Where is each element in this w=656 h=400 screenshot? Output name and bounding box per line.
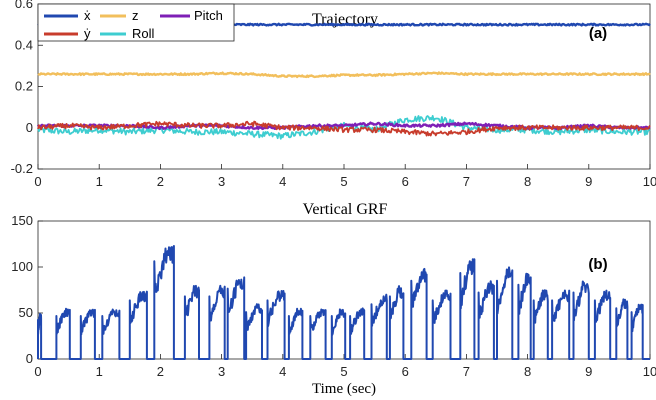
grf-panel-label: (b)	[588, 256, 607, 273]
grf-x-tick-label: 3	[218, 364, 225, 379]
trajectory-y-ticks: -0.2 0 0.2 0.4 0.6	[11, 0, 43, 176]
trajectory-line-3	[37, 71, 651, 79]
legend-label-pitch: Pitch	[194, 8, 223, 23]
grf-y-tick-label: 100	[11, 259, 33, 274]
trajectory-y-tick-label: 0.4	[15, 37, 33, 52]
grf-x-axis-label: Time (sec)	[312, 381, 376, 397]
legend-label-xdot: ẋ	[84, 8, 91, 23]
grf-x-tick-label: 0	[34, 364, 41, 379]
grf-x-tick-label: 7	[463, 364, 470, 379]
grf-x-tick-label: 4	[279, 364, 286, 379]
trajectory-x-tick-label: 2	[157, 174, 164, 189]
trajectory-x-tick-label: 8	[524, 174, 531, 189]
trajectory-line-4	[37, 115, 651, 140]
grf-series	[37, 245, 650, 360]
trajectory-x-tick-label: 5	[340, 174, 347, 189]
trajectory-x-tick-label: 3	[218, 174, 225, 189]
trajectory-y-tick-label: 0.6	[15, 0, 33, 11]
trajectory-x-tick-label: 1	[96, 174, 103, 189]
trajectory-x-tick-label: 4	[279, 174, 286, 189]
grf-y-tick-label: 0	[26, 351, 33, 366]
trajectory-x-tick-label: 0	[34, 174, 41, 189]
grf-x-tick-label: 5	[340, 364, 347, 379]
trajectory-x-ticks: 0 1 2 3 4 5 6 7 8 9 10	[34, 164, 656, 189]
grf-x-ticks: 0 1 2 3 4 5 6 7 8 9 10	[34, 354, 656, 379]
grf-line	[37, 245, 650, 360]
trajectory-y-tick-label: -0.2	[11, 161, 33, 176]
legend-label-roll: Roll	[132, 26, 155, 41]
grf-x-tick-label: 9	[585, 364, 592, 379]
grf-x-tick-label: 1	[96, 364, 103, 379]
trajectory-y-tick-label: 0.2	[15, 79, 33, 94]
grf-x-tick-label: 8	[524, 364, 531, 379]
grf-y-ticks: 0 50 100 150	[11, 213, 43, 366]
grf-x-tick-label: 6	[402, 364, 409, 379]
trajectory-legend: ẋ z Pitch ẏ Roll	[37, 3, 235, 42]
legend-label-ydot: ẏ	[84, 26, 91, 41]
trajectory-x-tick-label: 6	[402, 174, 409, 189]
trajectory-x-tick-label: 9	[585, 174, 592, 189]
grf-title: Vertical GRF	[303, 201, 388, 218]
trajectory-line-2	[37, 120, 651, 137]
grf-x-tick-label: 10	[643, 364, 656, 379]
legend-label-z: z	[132, 8, 139, 23]
trajectory-x-tick-label: 10	[643, 174, 656, 189]
grf-y-tick-label: 50	[19, 305, 33, 320]
grf-x-tick-label: 2	[157, 364, 164, 379]
grf-y-tick-label: 150	[11, 213, 33, 228]
trajectory-panel-label: (a)	[589, 25, 607, 42]
trajectory-y-tick-label: 0	[26, 120, 33, 135]
trajectory-x-tick-label: 7	[463, 174, 470, 189]
